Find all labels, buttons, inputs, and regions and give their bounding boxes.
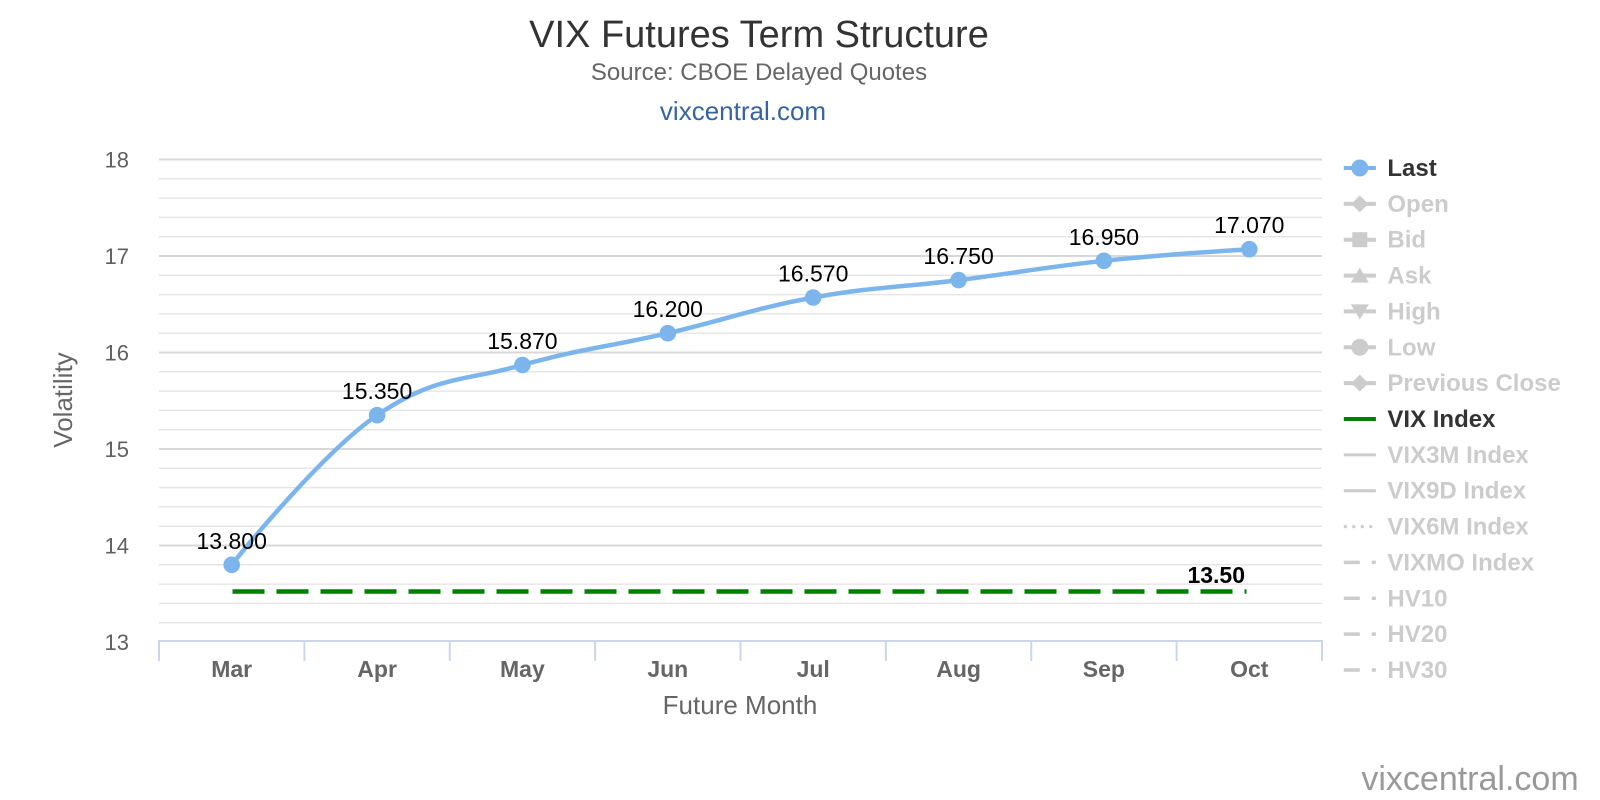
svg-text:14: 14 [105, 534, 129, 559]
svg-text:Mar: Mar [211, 656, 252, 682]
svg-text:16.570: 16.570 [778, 261, 848, 287]
svg-text:Previous Close: Previous Close [1387, 370, 1560, 397]
svg-text:Bid: Bid [1387, 227, 1426, 254]
svg-text:HV20: HV20 [1387, 621, 1447, 648]
svg-text:Jun: Jun [647, 656, 688, 682]
svg-text:Sep: Sep [1083, 656, 1125, 682]
svg-text:May: May [500, 656, 545, 682]
svg-text:Oct: Oct [1230, 656, 1269, 682]
svg-text:Source: CBOE Delayed Quotes: Source: CBOE Delayed Quotes [591, 59, 927, 86]
svg-text:16: 16 [105, 341, 129, 366]
svg-text:13.50: 13.50 [1187, 562, 1245, 588]
svg-text:16.200: 16.200 [633, 296, 703, 322]
svg-text:Open: Open [1387, 191, 1448, 218]
svg-text:vixcentral.com: vixcentral.com [1361, 760, 1578, 798]
svg-text:Volatility: Volatility [48, 352, 78, 447]
svg-text:VIX9D Index: VIX9D Index [1387, 478, 1526, 505]
svg-text:High: High [1387, 298, 1440, 325]
svg-text:13: 13 [105, 630, 129, 655]
svg-text:18: 18 [105, 148, 129, 173]
svg-text:VIX6M Index: VIX6M Index [1387, 514, 1529, 541]
svg-text:16.950: 16.950 [1069, 224, 1139, 250]
svg-text:Last: Last [1387, 155, 1436, 182]
svg-text:16.750: 16.750 [923, 243, 993, 269]
svg-text:vixcentral.com: vixcentral.com [660, 96, 826, 126]
svg-text:VIX3M Index: VIX3M Index [1387, 442, 1529, 469]
svg-text:VIX Index: VIX Index [1387, 406, 1496, 433]
svg-text:Jul: Jul [797, 656, 830, 682]
svg-text:HV10: HV10 [1387, 585, 1447, 612]
svg-text:15: 15 [105, 437, 129, 462]
svg-text:15.350: 15.350 [342, 378, 412, 404]
svg-text:15.870: 15.870 [487, 328, 557, 354]
svg-text:17.070: 17.070 [1214, 212, 1284, 238]
svg-text:VIXMO Index: VIXMO Index [1387, 549, 1534, 576]
svg-text:Ask: Ask [1387, 263, 1432, 290]
svg-text:Aug: Aug [936, 656, 981, 682]
svg-text:VIX Futures Term Structure: VIX Futures Term Structure [529, 14, 989, 56]
svg-text:13.800: 13.800 [197, 528, 267, 554]
svg-text:HV30: HV30 [1387, 657, 1447, 684]
svg-text:Low: Low [1387, 334, 1435, 361]
svg-text:Apr: Apr [357, 656, 397, 682]
svg-text:Future Month: Future Month [663, 690, 818, 720]
svg-text:17: 17 [105, 244, 129, 269]
